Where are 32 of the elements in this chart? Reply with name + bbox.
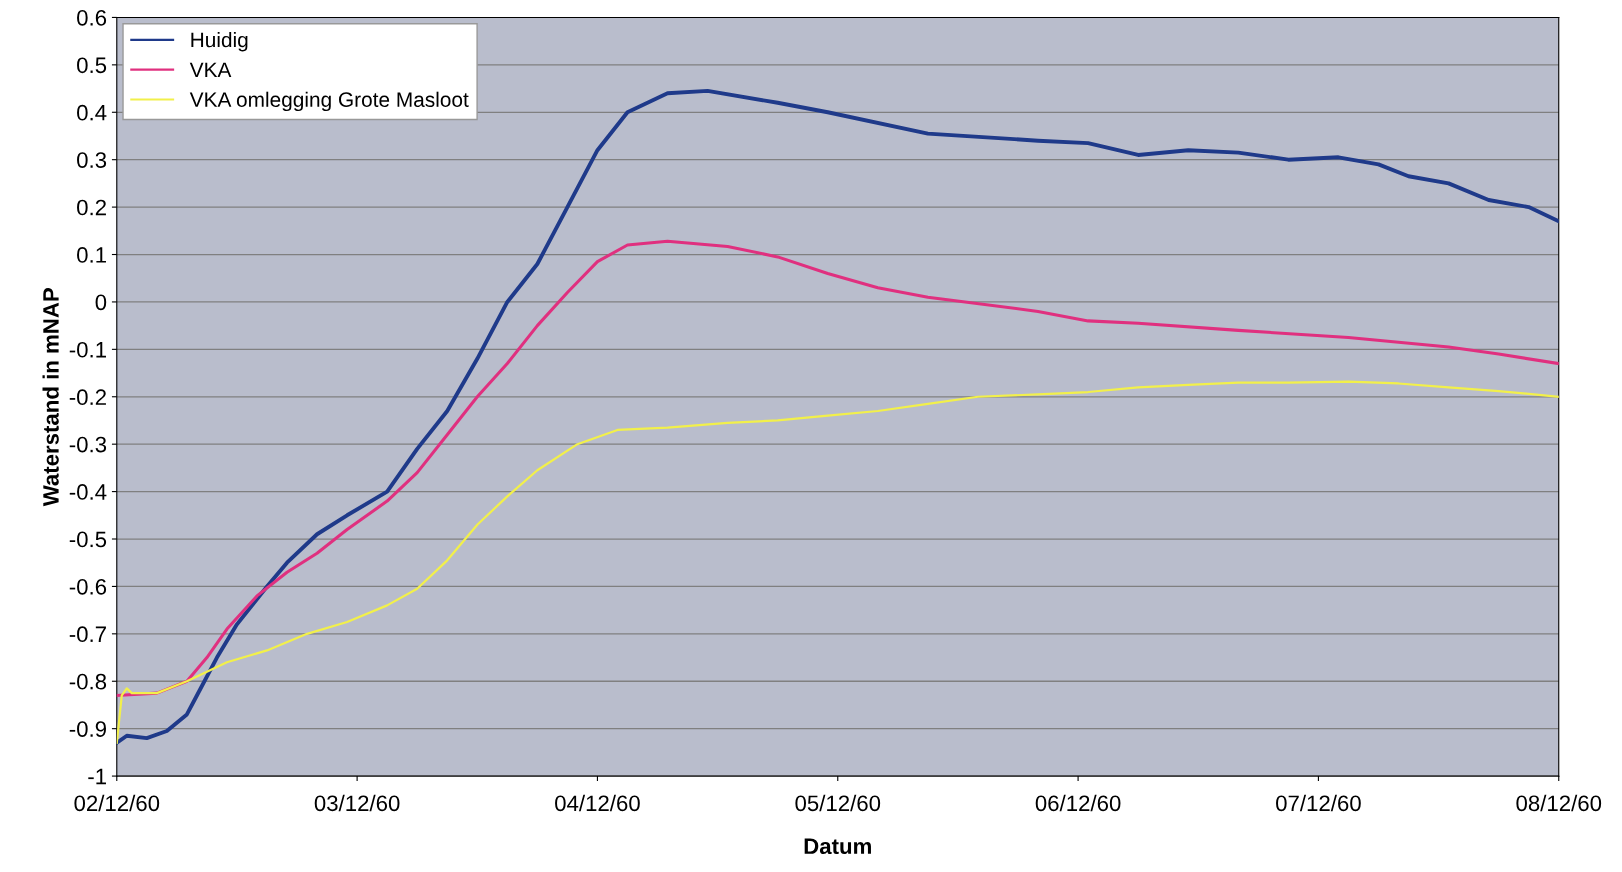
- line-series: [116, 239, 1559, 697]
- y-tick-label: 0.2: [77, 199, 106, 216]
- y-tick-label: 0.5: [77, 57, 107, 74]
- x-axis-title: Datum: [804, 838, 871, 855]
- y-tick-label: -0.5: [69, 531, 107, 548]
- x-tick-label: 04/12/60: [555, 794, 640, 812]
- x-tick-label: 03/12/60: [314, 794, 400, 812]
- x-tick-label: 05/12/60: [795, 794, 881, 812]
- y-tick-label: 0.6: [77, 9, 107, 26]
- y-tick-label: 0.1: [77, 247, 106, 263]
- y-tick-label: -0.6: [69, 578, 107, 595]
- x-tick-label: 07/12/60: [1276, 794, 1361, 812]
- legend-label: VKA: [189, 62, 232, 77]
- y-tick-label: 0.4: [77, 104, 107, 121]
- y-tick-label: -0.7: [69, 626, 106, 643]
- y-tick-label: 0: [95, 294, 107, 311]
- y-axis-title: Waterstand in mNAP: [42, 288, 59, 507]
- x-tick-label: 08/12/60: [1516, 794, 1602, 812]
- line-series: [116, 88, 1559, 745]
- legend-label: Huidig: [191, 32, 248, 52]
- y-tick-label: -0.8: [69, 673, 107, 690]
- y-tick-label: 0.3: [77, 152, 107, 168]
- y-tick-label: -1: [88, 768, 106, 785]
- y-tick-label: -0.4: [69, 484, 107, 500]
- y-tick-label: -0.2: [69, 389, 106, 406]
- y-tick-label: -0.3: [69, 436, 107, 453]
- y-tick-label: -0.1: [69, 341, 106, 358]
- x-tick-label: 02/12/60: [74, 794, 160, 812]
- y-tick-label: -0.9: [69, 721, 107, 737]
- x-tick-label: 06/12/60: [1035, 794, 1121, 812]
- line-series: [116, 380, 1559, 744]
- legend-label: VKA omlegging Grote Masloot: [189, 91, 469, 112]
